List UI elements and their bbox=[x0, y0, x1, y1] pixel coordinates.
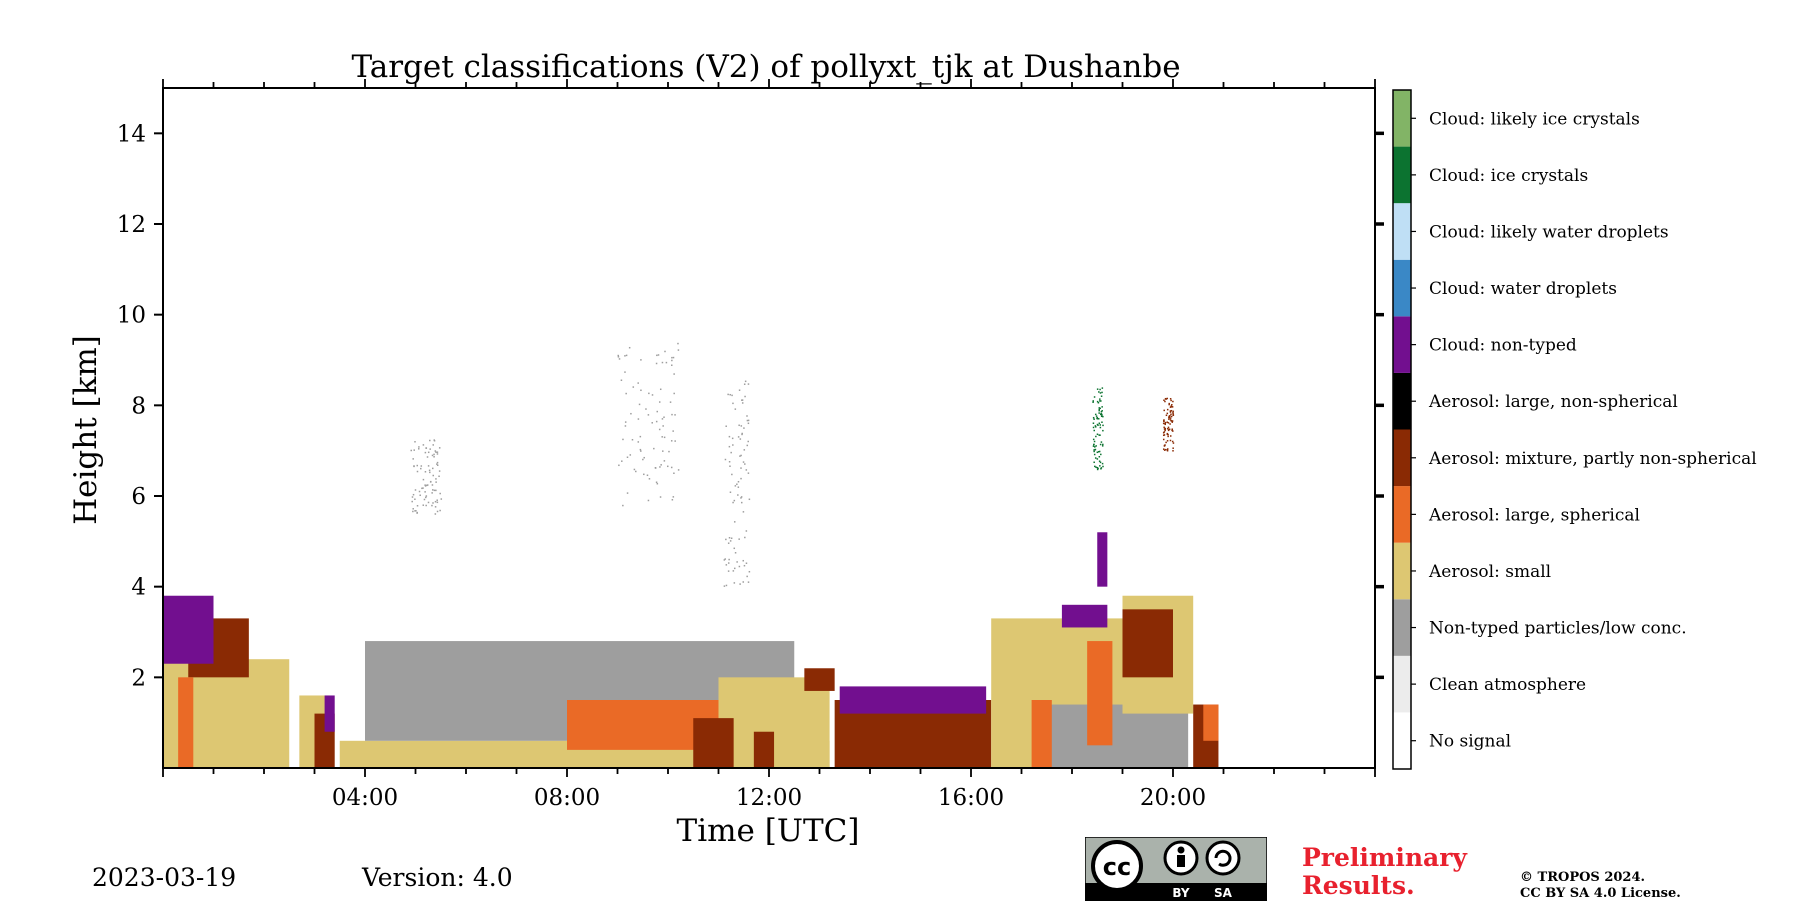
y-axis: 2 4 6 8 10 12 14 bbox=[117, 121, 1384, 691]
y-tick-label: 14 bbox=[117, 121, 146, 147]
share-alike-icon bbox=[1205, 840, 1241, 876]
plume-non-typed-particles-low-conc bbox=[723, 380, 751, 587]
region-aerosol-mixture-partly-non-spherical bbox=[753, 731, 775, 768]
date-label: 2023-03-19 bbox=[92, 863, 237, 892]
region-non-typed-particles-low-conc bbox=[1046, 704, 1189, 768]
colorbar-label: Cloud: likely ice crystals bbox=[1429, 109, 1640, 129]
x-axis-label: Time [UTC] bbox=[677, 813, 860, 849]
region-cloud-non-typed bbox=[1097, 532, 1108, 587]
region-cloud-non-typed bbox=[324, 695, 335, 732]
colorbar-label: Clean atmosphere bbox=[1429, 675, 1586, 695]
colorbar-label: Aerosol: large, spherical bbox=[1428, 505, 1640, 525]
colorbar-swatch-cloud-likely-ice-crystals bbox=[1393, 90, 1411, 147]
preliminary-results-notice: Preliminary Results. bbox=[1302, 844, 1467, 900]
region-cloud-non-typed bbox=[1061, 604, 1108, 628]
y-tick-label: 6 bbox=[131, 484, 146, 510]
chart-title: Target classifications (V2) of pollyxt_t… bbox=[351, 49, 1180, 85]
colorbar-swatch-aerosol-mixture-partly-non-spherical bbox=[1393, 429, 1411, 487]
plume-non-typed-particles-low-conc bbox=[410, 439, 443, 515]
license-sa-text: SA bbox=[1214, 886, 1233, 900]
region-aerosol-mixture-partly-non-spherical bbox=[1122, 609, 1173, 678]
share-alike-arrow bbox=[1214, 849, 1232, 867]
colorbar-legend: No signal Clean atmosphere Non-typed parti… bbox=[1392, 89, 1757, 770]
preliminary-line2: Results. bbox=[1302, 871, 1415, 900]
colorbar-swatch-no-signal bbox=[1393, 712, 1411, 769]
colorbar-swatch-cloud-likely-water-droplets bbox=[1393, 203, 1411, 260]
copyright-line2: CC BY SA 4.0 License. bbox=[1520, 886, 1681, 901]
x-tick-label: 12:00 bbox=[736, 785, 802, 811]
y-tick-label: 12 bbox=[117, 212, 146, 238]
region-aerosol-large-spherical bbox=[1031, 700, 1052, 768]
colorbar-swatch-cloud-ice-crystals bbox=[1393, 146, 1411, 204]
region-aerosol-large-spherical bbox=[1203, 704, 1219, 741]
plot-area bbox=[163, 342, 1219, 768]
colorbar-swatch-clean-atmosphere bbox=[1393, 655, 1411, 713]
colorbar-label: Non-typed particles/low conc. bbox=[1429, 619, 1687, 639]
cc-icon-text: cc bbox=[1103, 853, 1131, 881]
x-tick-label: 04:00 bbox=[332, 785, 398, 811]
y-tick-label: 2 bbox=[131, 665, 146, 691]
x-tick-label: 20:00 bbox=[1140, 785, 1206, 811]
colorbar-frame bbox=[1392, 89, 1412, 770]
attribution-head bbox=[1177, 846, 1185, 854]
region-aerosol-large-spherical bbox=[178, 677, 194, 768]
colorbar-label: Cloud: water droplets bbox=[1429, 279, 1617, 299]
x-tick-label: 08:00 bbox=[534, 785, 600, 811]
colorbar-label: Cloud: likely water droplets bbox=[1429, 222, 1669, 242]
y-axis-label: Height [km] bbox=[68, 335, 104, 525]
version-label: Version: 4.0 bbox=[362, 863, 513, 892]
region-cloud-non-typed bbox=[163, 595, 214, 664]
y-tick-label: 10 bbox=[117, 303, 146, 329]
colorbar-label: Aerosol: small bbox=[1428, 562, 1551, 582]
plume-aerosol-mixture-partly-non-spherical bbox=[1162, 397, 1175, 452]
x-axis: 04:00 08:00 12:00 16:00 20:00 bbox=[162, 79, 1376, 811]
colorbar-swatch-cloud-non-typed bbox=[1393, 316, 1411, 373]
colorbar-swatch-cloud-water-droplets bbox=[1393, 259, 1411, 317]
copyright-notice: © TROPOS 2024. CC BY SA 4.0 License. bbox=[1520, 870, 1681, 902]
plume-cloud-ice-crystals bbox=[1092, 387, 1104, 471]
colorbar-label: Aerosol: mixture, partly non-spherical bbox=[1428, 449, 1757, 469]
colorbar-swatch-aerosol-large-non-spherical bbox=[1393, 372, 1411, 430]
colorbar-label: No signal bbox=[1429, 732, 1511, 752]
plume-non-typed-particles-low-conc bbox=[617, 342, 680, 507]
region-aerosol-large-spherical bbox=[1087, 641, 1113, 746]
cc-license-badge: cc BY SA bbox=[1085, 837, 1267, 901]
y-tick-label: 8 bbox=[131, 393, 146, 419]
colorbar-label: Cloud: non-typed bbox=[1429, 336, 1577, 356]
y-tick-label: 4 bbox=[131, 575, 146, 601]
colorbar-label: Aerosol: large, non-spherical bbox=[1428, 392, 1678, 412]
cc-icon bbox=[1091, 840, 1143, 892]
colorbar-label: Cloud: ice crystals bbox=[1429, 166, 1588, 186]
region-aerosol-mixture-partly-non-spherical bbox=[804, 668, 835, 691]
x-tick-label: 16:00 bbox=[938, 785, 1004, 811]
attribution-body bbox=[1177, 855, 1185, 867]
colorbar-swatch-aerosol-large-spherical bbox=[1393, 486, 1411, 543]
copyright-line1: © TROPOS 2024. bbox=[1520, 870, 1646, 885]
colorbar-swatch-aerosol-small bbox=[1393, 542, 1411, 600]
region-cloud-non-typed bbox=[839, 686, 987, 714]
preliminary-line1: Preliminary bbox=[1302, 843, 1467, 872]
colorbar-swatch-non-typed-particles-low-conc bbox=[1393, 599, 1411, 656]
license-by-text: BY bbox=[1172, 886, 1189, 900]
region-aerosol-mixture-partly-non-spherical bbox=[693, 718, 734, 768]
